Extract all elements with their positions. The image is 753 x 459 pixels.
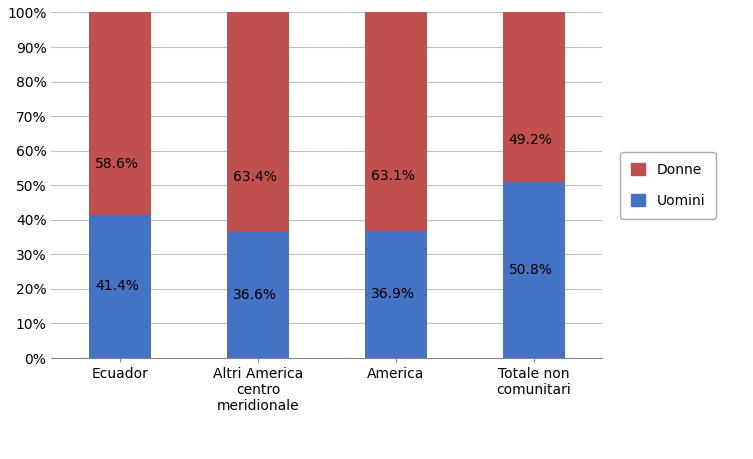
Bar [227,231,289,358]
Text: 41.4%: 41.4% [96,280,139,293]
Text: 58.6%: 58.6% [96,157,139,171]
Bar [89,12,151,215]
Bar [364,230,427,358]
Text: 36.9%: 36.9% [371,287,415,301]
Bar [364,12,427,230]
Text: 50.8%: 50.8% [509,263,553,277]
Text: 63.1%: 63.1% [371,169,415,183]
Bar [502,12,565,183]
Bar [227,12,289,231]
Legend: Donne, Uomini: Donne, Uomini [620,152,716,218]
Text: 49.2%: 49.2% [509,133,553,147]
Bar [502,183,565,358]
Text: 36.6%: 36.6% [233,288,277,302]
Bar [89,215,151,358]
Text: 63.4%: 63.4% [233,170,277,184]
